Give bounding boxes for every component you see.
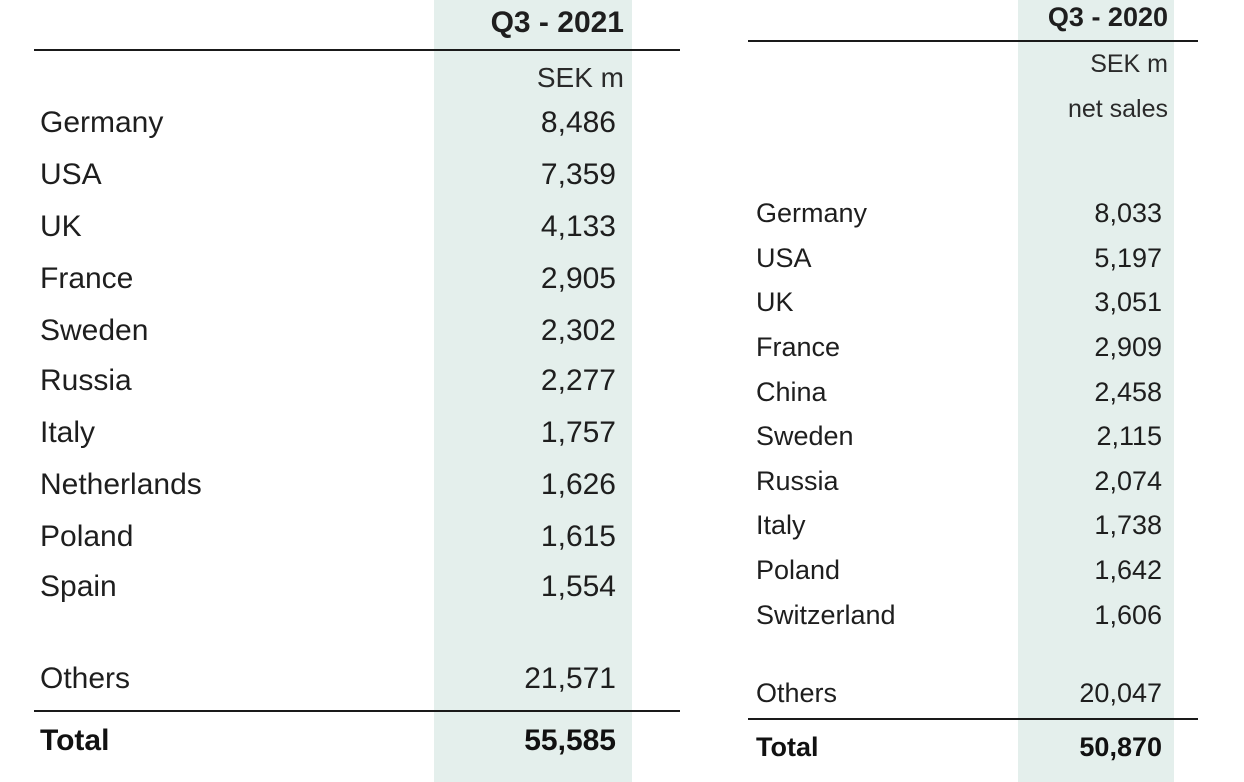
table-row: Switzerland 1,606 xyxy=(700,600,1244,636)
total-rule xyxy=(748,718,1198,720)
country-label: Italy xyxy=(756,510,806,540)
country-label: Netherlands xyxy=(40,468,202,501)
total-value: 55,585 xyxy=(524,724,616,757)
table-row: France 2,905 xyxy=(0,262,700,302)
table-row: Poland 1,615 xyxy=(0,520,700,560)
sales-value: 2,074 xyxy=(1094,466,1162,496)
unit-label: SEK m xyxy=(536,62,624,93)
header-rule xyxy=(34,49,680,51)
country-label: Poland xyxy=(40,520,134,553)
table-q3-2021: Q3 - 2021 SEK m Germany 8,486 USA 7,359 … xyxy=(0,0,700,782)
sales-value: 1,626 xyxy=(540,468,616,501)
sales-value: 1,642 xyxy=(1094,555,1162,585)
table-row: Netherlands 1,626 xyxy=(0,468,700,508)
table-row: Poland 1,642 xyxy=(700,555,1244,591)
table-q3-2020: Q3 - 2020 SEK m net sales Germany 8,033 … xyxy=(700,0,1244,782)
sales-value: 1,757 xyxy=(540,416,616,449)
column-header-q3-2020: Q3 - 2020 xyxy=(1047,2,1168,32)
table-row: Germany 8,033 xyxy=(700,198,1244,234)
sales-value: 1,606 xyxy=(1094,600,1162,630)
others-label: Others xyxy=(40,662,131,695)
country-label: Switzerland xyxy=(756,600,896,630)
table-row: Italy 1,738 xyxy=(700,510,1244,546)
sales-value: 3,051 xyxy=(1094,287,1162,317)
sales-value: 1,738 xyxy=(1094,510,1162,540)
value-column-shade xyxy=(434,0,632,782)
country-label: Poland xyxy=(756,555,841,585)
table-row: China 2,458 xyxy=(700,377,1244,413)
sales-value: 5,197 xyxy=(1094,243,1162,273)
sales-value: 2,277 xyxy=(540,364,616,397)
unit-label: SEK m xyxy=(1090,50,1168,78)
sales-value: 1,615 xyxy=(540,520,616,553)
others-row: Others 21,571 xyxy=(0,662,700,702)
header-rule xyxy=(748,40,1198,42)
column-header-q3-2021: Q3 - 2021 xyxy=(490,6,624,39)
country-label: Germany xyxy=(756,198,868,228)
country-label: Sweden xyxy=(40,314,149,347)
sales-value: 2,458 xyxy=(1094,377,1162,407)
sales-value: 4,133 xyxy=(540,210,616,243)
sales-value: 1,554 xyxy=(540,570,616,603)
country-label: Germany xyxy=(40,106,164,139)
sales-value: 2,115 xyxy=(1096,421,1162,451)
others-row: Others 20,047 xyxy=(700,678,1244,714)
table-row: Italy 1,757 xyxy=(0,416,700,456)
table-row: USA 5,197 xyxy=(700,243,1244,279)
unit-sublabel: net sales xyxy=(1067,95,1168,123)
total-row: Total 55,585 xyxy=(0,724,700,764)
table-row: UK 4,133 xyxy=(0,210,700,250)
country-label: France xyxy=(756,332,841,362)
country-label: Russia xyxy=(40,364,132,397)
country-label: France xyxy=(40,262,134,295)
table-row: UK 3,051 xyxy=(700,287,1244,323)
table-row: Russia 2,074 xyxy=(700,466,1244,502)
sales-value: 7,359 xyxy=(540,158,616,191)
country-label: Italy xyxy=(40,416,96,449)
country-label: Sweden xyxy=(756,421,854,451)
table-row: USA 7,359 xyxy=(0,158,700,198)
country-label: Spain xyxy=(40,570,117,603)
table-row: Sweden 2,302 xyxy=(0,314,700,354)
table-row: Russia 2,277 xyxy=(0,364,700,404)
value-column-shade xyxy=(1018,0,1174,782)
total-value: 50,870 xyxy=(1079,732,1162,762)
sales-value: 8,486 xyxy=(540,106,616,139)
country-label: Russia xyxy=(756,466,839,496)
table-row: Sweden 2,115 xyxy=(700,421,1244,457)
sales-value: 8,033 xyxy=(1094,198,1162,228)
total-label: Total xyxy=(756,732,819,762)
table-row: Germany 8,486 xyxy=(0,106,700,146)
sales-value: 2,302 xyxy=(540,314,616,347)
country-label: UK xyxy=(40,210,82,243)
sales-value: 2,905 xyxy=(540,262,616,295)
country-label: USA xyxy=(756,243,812,273)
table-row: France 2,909 xyxy=(700,332,1244,368)
others-value: 21,571 xyxy=(524,662,616,695)
country-label: UK xyxy=(756,287,794,317)
table-row: Spain 1,554 xyxy=(0,570,700,610)
country-label: China xyxy=(756,377,827,407)
country-label: USA xyxy=(40,158,102,191)
total-row: Total 50,870 xyxy=(700,732,1244,768)
total-label: Total xyxy=(40,724,110,757)
others-value: 20,047 xyxy=(1079,678,1162,708)
total-rule xyxy=(34,710,680,712)
sales-value: 2,909 xyxy=(1094,332,1162,362)
others-label: Others xyxy=(756,678,838,708)
